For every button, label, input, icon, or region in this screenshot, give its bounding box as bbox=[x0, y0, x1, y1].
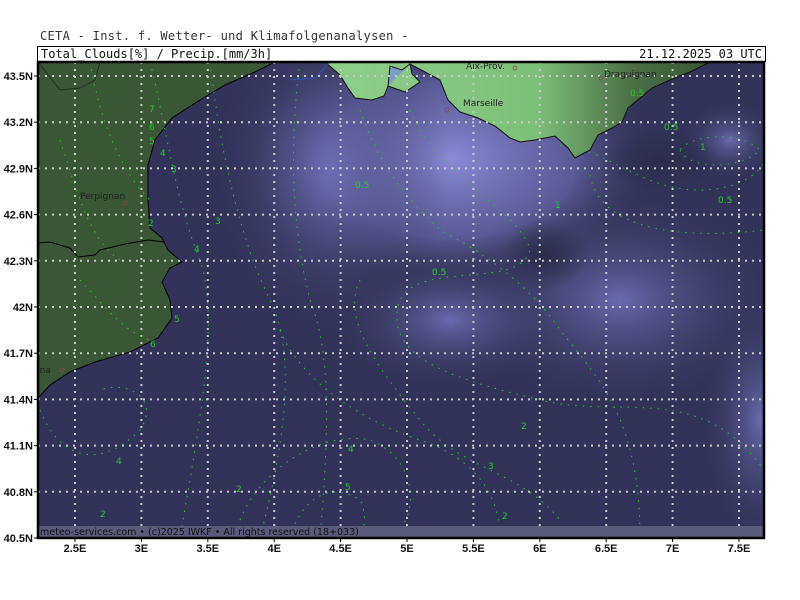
lon-tick-label: 4E bbox=[267, 543, 280, 555]
lon-tick-label: 3E bbox=[135, 543, 148, 555]
lat-tick-label: 42N bbox=[13, 302, 33, 314]
contour-label: 0.5 bbox=[718, 196, 732, 206]
organization-title: CETA - Inst. f. Wetter- und Klimafolgena… bbox=[40, 29, 409, 43]
lat-tick-label: 41.4N bbox=[4, 394, 33, 406]
contour-label: 6 bbox=[149, 123, 155, 133]
lat-tick-label: 42.3N bbox=[4, 256, 33, 268]
city-marker bbox=[598, 75, 604, 81]
contour-label: 2 bbox=[236, 485, 242, 495]
contour-label: 2 bbox=[100, 510, 106, 520]
contour-label: 2 bbox=[148, 219, 154, 229]
lon-tick-label: 5.5E bbox=[462, 543, 485, 555]
lon-tick-label: 5E bbox=[400, 543, 413, 555]
contour-label: 4 bbox=[348, 445, 354, 455]
region-boundary bbox=[38, 62, 101, 91]
lat-tick-label: 43.5N bbox=[4, 71, 33, 83]
lat-tick-label: 43.2N bbox=[4, 117, 33, 129]
lat-tick-label: 41.1N bbox=[4, 441, 33, 453]
lon-tick-label: 2.5E bbox=[64, 543, 87, 555]
contour-label: 0.5 bbox=[355, 181, 369, 191]
land-catalonia-roussillon bbox=[38, 62, 276, 399]
contour-label: 4 bbox=[116, 457, 122, 467]
valid-time: 21.12.2025 03 UTC bbox=[639, 47, 762, 61]
river-rhone bbox=[289, 62, 331, 81]
lat-tick-label: 40.8N bbox=[4, 487, 33, 499]
contour-label: 6 bbox=[150, 340, 156, 350]
city-marker bbox=[512, 65, 518, 71]
contour-label: 3 bbox=[171, 165, 177, 175]
city-label-aixprov: Aix-Prov. bbox=[466, 62, 505, 72]
contour-label: 1 bbox=[700, 143, 706, 153]
city-marker bbox=[59, 367, 65, 373]
contour-label: 0.5 bbox=[432, 268, 446, 278]
lat-tick-label: 41.7N bbox=[4, 348, 33, 360]
credit-text: meteo-services.com • (c)2025 IWKF • All … bbox=[40, 527, 359, 538]
land-provence bbox=[324, 62, 711, 159]
contour-label: 0.5 bbox=[630, 89, 644, 99]
lon-tick-label: 7.5E bbox=[728, 543, 751, 555]
contour-label: 5 bbox=[149, 137, 155, 147]
map-frame bbox=[36, 60, 766, 540]
contour-label: 4 bbox=[160, 149, 166, 159]
lon-tick-label: 7E bbox=[666, 543, 679, 555]
lat-lon-grid bbox=[38, 62, 764, 538]
precip-contours bbox=[39, 62, 764, 538]
contour-label: 7 bbox=[149, 105, 155, 115]
lon-tick-label: 3.5E bbox=[196, 543, 219, 555]
lat-tick-label: 40.5N bbox=[4, 533, 33, 545]
footer-band bbox=[38, 526, 764, 538]
contour-label: 5 bbox=[345, 483, 351, 493]
city-label-perpignan: Perpignan bbox=[80, 192, 125, 202]
lon-tick-label: 6.5E bbox=[595, 543, 618, 555]
contour-label: 2 bbox=[521, 422, 527, 432]
lon-tick-label: 4.5E bbox=[329, 543, 352, 555]
lat-tick-label: 42.6N bbox=[4, 210, 33, 222]
contour-label: 2 bbox=[502, 512, 508, 522]
city-label-marseille: Marseille bbox=[463, 99, 504, 109]
city-marker bbox=[444, 107, 450, 113]
contour-label: 1 bbox=[555, 201, 561, 211]
contour-label: 3 bbox=[488, 462, 494, 472]
contour-label: 3 bbox=[215, 217, 221, 227]
parameter-label: Total_Clouds[%] / Precip.[mm/3h] bbox=[41, 47, 273, 61]
lon-tick-label: 6E bbox=[533, 543, 546, 555]
lat-tick-label: 42.9N bbox=[4, 163, 33, 175]
city-marker bbox=[122, 200, 128, 206]
city-label-barcelona: Barcelona bbox=[6, 366, 51, 376]
city-label-draguignan: Draguignan bbox=[604, 70, 657, 80]
border-france-spain bbox=[38, 239, 166, 258]
contour-label: 5 bbox=[174, 315, 180, 325]
contour-label: 4 bbox=[194, 245, 200, 255]
contour-label: 0.5 bbox=[664, 123, 678, 133]
